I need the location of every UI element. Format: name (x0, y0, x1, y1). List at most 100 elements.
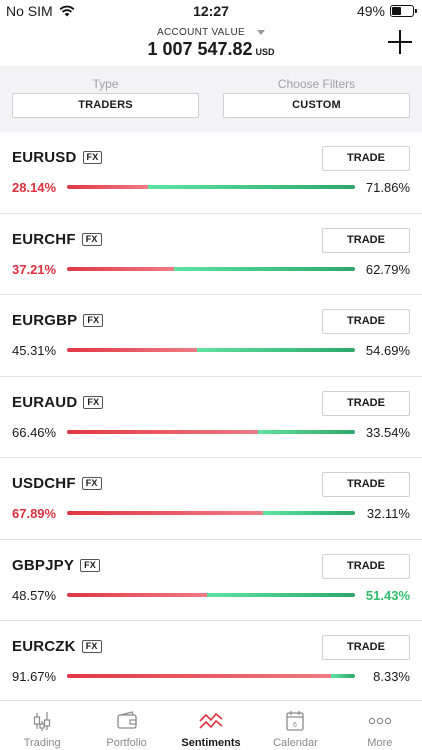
fx-badge: FX (82, 151, 103, 164)
long-percent: 8.33% (373, 669, 410, 684)
sentiment-bar (67, 592, 355, 597)
choose-filters-label: Choose Filters (277, 77, 356, 91)
sentiment-bar (67, 511, 355, 515)
sentiment-bar (67, 348, 355, 352)
tab-portfolio[interactable]: Portfolio (84, 701, 168, 750)
sentiment-row[interactable]: USDCHF FX TRADE 67.89% 32.11% (0, 458, 422, 540)
sentiment-chart-icon (199, 712, 223, 729)
trade-button[interactable]: TRADE (322, 553, 410, 579)
long-bar-segment (148, 185, 355, 189)
sentiment-bar (67, 266, 355, 271)
short-percent: 45.31% (12, 343, 57, 358)
sentiment-row[interactable]: EURGBP FX TRADE 45.31% 54.69% (0, 295, 422, 377)
fx-badge: FX (83, 395, 104, 409)
instrument-symbol: EURCZK FX (12, 638, 102, 655)
sentiment-bar (67, 674, 355, 678)
tab-more[interactable]: More (338, 701, 422, 750)
instrument-symbol: EURUSD FX (12, 149, 103, 166)
candlestick-icon (34, 712, 51, 731)
symbol-text: GBPJPY (12, 556, 75, 574)
fx-badge: FX (81, 232, 102, 246)
short-bar-segment (67, 674, 331, 678)
account-value-toggle[interactable]: ACCOUNT VALUE (0, 27, 422, 38)
account-value: 1 007 547.82 USD (0, 39, 422, 60)
long-percent: 32.11% (366, 506, 410, 521)
battery-icon (390, 5, 417, 17)
trade-button[interactable]: TRADE (322, 309, 410, 334)
short-percent: 67.89% (12, 506, 57, 521)
sentiment-row[interactable]: GBPJPY FX TRADE 48.57% 51.43% (0, 540, 422, 621)
fx-badge: FX (81, 477, 102, 490)
account-value-label: ACCOUNT VALUE (157, 27, 245, 38)
short-percent: 48.57% (12, 587, 57, 603)
fx-badge: FX (81, 640, 102, 653)
carrier-label: No SIM (6, 3, 53, 19)
tab-bar: Trading Portfolio Sentiments 6 Calendar (0, 700, 422, 750)
long-percent: 54.69% (365, 343, 410, 358)
tab-label: Trading (23, 737, 61, 749)
short-bar-segment (67, 511, 263, 515)
short-percent: 66.46% (12, 424, 57, 440)
account-header: ACCOUNT VALUE 1 007 547.82 USD (0, 22, 422, 66)
short-percent: 28.14% (12, 180, 57, 195)
symbol-text: EURGBP (12, 312, 78, 329)
filters-panel: Type TRADERS Choose Filters CUSTOM (0, 66, 422, 132)
sentiment-bar (67, 185, 355, 189)
calendar-day: 6 (293, 722, 297, 729)
tab-label: More (367, 737, 393, 749)
short-bar-segment (67, 185, 149, 189)
sentiment-list: EURUSD FX TRADE 28.14% 71.86% EURCHF FX TRADE 37… (0, 132, 422, 703)
trade-button[interactable]: TRADE (322, 390, 410, 416)
sentiment-bar (67, 429, 355, 434)
fx-badge: FX (83, 314, 104, 327)
tab-label: Sentiments (181, 737, 241, 749)
long-percent: 71.86% (365, 180, 410, 195)
tab-label: Portfolio (106, 737, 147, 749)
filters-select-button[interactable]: CUSTOM (223, 93, 410, 118)
symbol-text: EURUSD (12, 149, 77, 166)
long-bar-segment (197, 348, 355, 352)
long-percent: 33.54% (365, 424, 410, 440)
account-currency: USD (255, 47, 275, 57)
tab-trading[interactable]: Trading (0, 701, 84, 750)
sentiment-row[interactable]: EURAUD FX TRADE 66.46% 33.54% (0, 377, 422, 458)
symbol-text: EURAUD (12, 393, 78, 411)
long-bar-segment (331, 674, 355, 678)
status-bar: No SIM 12:27 49% (0, 0, 422, 22)
more-dots-icon (368, 717, 392, 725)
short-bar-segment (67, 348, 198, 352)
trade-button[interactable]: TRADE (322, 227, 410, 253)
choose-filters: Choose Filters CUSTOM (223, 66, 410, 118)
tab-calendar[interactable]: 6 Calendar (253, 701, 337, 750)
long-bar-segment (262, 511, 355, 515)
symbol-text: EURCHF (12, 230, 76, 248)
type-filter: Type TRADERS (12, 66, 199, 118)
long-percent: 62.79% (365, 261, 410, 277)
tab-label: Calendar (273, 737, 318, 749)
sentiment-row[interactable]: EURCZK FX TRADE 91.67% 8.33% (0, 621, 422, 703)
trade-button[interactable]: TRADE (322, 146, 410, 171)
symbol-text: USDCHF (12, 475, 76, 492)
instrument-symbol: GBPJPY FX (12, 557, 100, 574)
trade-button[interactable]: TRADE (322, 472, 410, 497)
instrument-symbol: EURAUD FX (12, 393, 104, 411)
wallet-icon (116, 711, 137, 729)
long-bar-segment (258, 429, 355, 434)
battery-fill (392, 7, 402, 15)
short-bar-segment (67, 429, 259, 434)
sentiment-row[interactable]: EURUSD FX TRADE 28.14% 71.86% (0, 132, 422, 214)
long-bar-segment (174, 266, 355, 271)
battery-percent: 49% (356, 3, 385, 19)
instrument-symbol: EURCHF FX (12, 231, 102, 248)
short-bar-segment (67, 266, 175, 271)
type-select-button[interactable]: TRADERS (12, 93, 199, 118)
add-plus-icon[interactable] (388, 30, 412, 54)
sentiment-row[interactable]: EURCHF FX TRADE 37.21% 62.79% (0, 214, 422, 295)
instrument-symbol: USDCHF FX (12, 475, 102, 492)
tab-sentiments[interactable]: Sentiments (169, 701, 253, 750)
long-percent: 51.43% (365, 587, 410, 603)
trade-button[interactable]: TRADE (322, 635, 410, 660)
short-percent: 37.21% (12, 261, 57, 277)
chevron-down-icon (257, 29, 265, 35)
wifi-icon (59, 5, 75, 17)
